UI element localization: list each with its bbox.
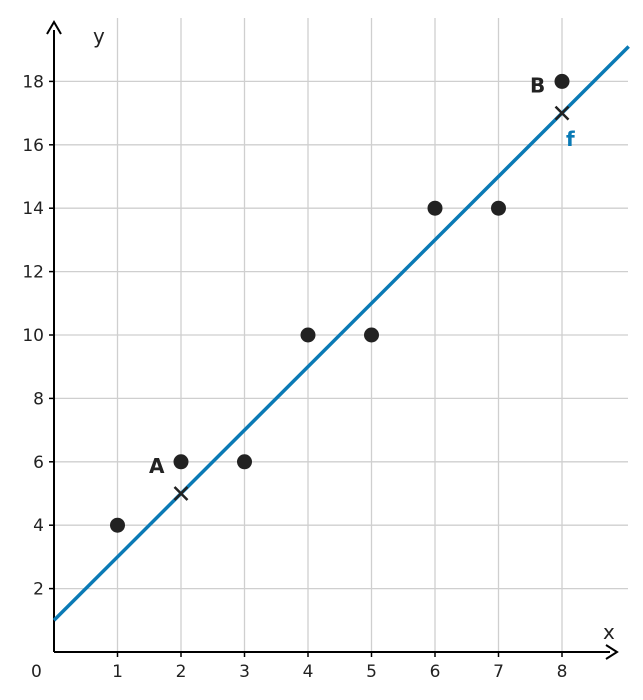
y-tick-label: 10	[22, 326, 44, 346]
x-tick-label: 5	[366, 662, 377, 682]
data-point	[237, 454, 252, 470]
line-label-f: f	[566, 127, 575, 151]
x-axis-arrow-icon	[605, 644, 619, 660]
data-point	[427, 200, 443, 216]
y-tick-label: 14	[22, 199, 44, 219]
y-axis-arrow-icon	[46, 20, 62, 35]
data-point	[110, 517, 125, 533]
y-axis-label: y	[93, 24, 105, 48]
data-point	[173, 454, 189, 470]
x-axis-label: x	[603, 620, 615, 644]
y-tick-label: 4	[33, 516, 44, 536]
line-point-cross-icon	[554, 105, 570, 121]
y-tick-label: 18	[22, 72, 44, 92]
data-point	[491, 200, 506, 216]
point-label-a: A	[149, 454, 165, 478]
x-tick-label: 4	[303, 662, 314, 682]
line-f	[52, 45, 630, 622]
y-tick-label: 12	[22, 263, 44, 283]
line-point-cross-icon	[173, 486, 189, 501]
x-tick-label: 1	[112, 662, 123, 682]
data-point	[554, 73, 570, 89]
data-point	[364, 327, 379, 343]
x-tick-label: 8	[557, 662, 568, 682]
axes	[46, 20, 619, 660]
series: A Bf	[52, 45, 630, 622]
y-tick-label: 16	[22, 136, 44, 156]
x-tick-label: 7	[493, 662, 504, 682]
origin-label: 0	[31, 662, 42, 682]
x-tick-label: 6	[430, 662, 441, 682]
y-tick-label: 6	[33, 453, 44, 473]
data-point	[300, 327, 316, 343]
point-label-b: B	[530, 73, 545, 97]
x-tick-label: 3	[239, 662, 250, 682]
y-tick-label: 8	[33, 389, 44, 409]
y-tick-label: 2	[33, 580, 44, 600]
x-tick-label: 2	[176, 662, 187, 682]
